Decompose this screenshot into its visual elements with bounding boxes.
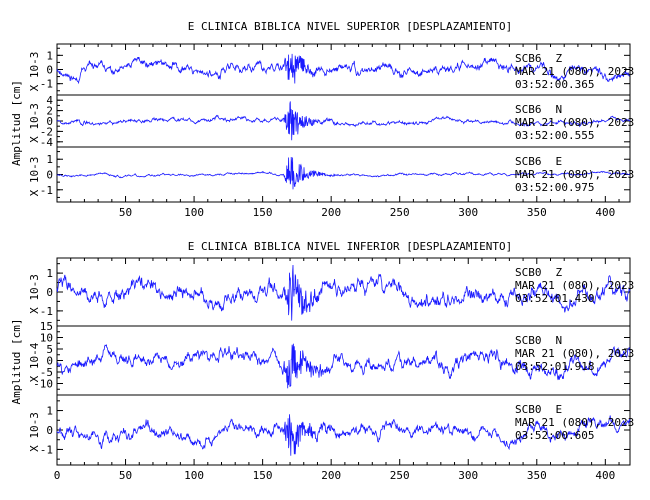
scale-label: X 10-3 bbox=[28, 412, 41, 452]
y-tick-label: -4 bbox=[40, 136, 54, 149]
plot-frame bbox=[56, 43, 631, 203]
station-date: MAR 21 (080), 2023 bbox=[515, 116, 634, 129]
x-tick-label: 350 bbox=[527, 206, 547, 219]
station-time: 03:52:00.605 bbox=[515, 429, 594, 442]
station-date: MAR 21 (080), 2023 bbox=[515, 279, 634, 292]
x-tick-label: 350 bbox=[527, 469, 547, 482]
scale-label: X 10-4 bbox=[28, 342, 41, 382]
plot-frame bbox=[56, 257, 631, 466]
station-date: MAR 21 (080), 2023 bbox=[515, 168, 634, 181]
station-name: SCB0 bbox=[515, 403, 542, 416]
y-tick-label: -1 bbox=[40, 184, 53, 197]
y-axis-label: Amplitud [cm] bbox=[10, 318, 23, 404]
station-label: SCB0 N bbox=[515, 334, 562, 347]
y-tick-label: 5 bbox=[46, 343, 53, 356]
series-line-SCB6-E bbox=[56, 156, 630, 190]
y-axis-label: Amplitud [cm] bbox=[10, 80, 23, 166]
station-component: N bbox=[556, 103, 563, 116]
station-label: SCB0 Z bbox=[515, 266, 563, 279]
y-tick-label: 2 bbox=[46, 105, 53, 118]
y-tick-label: 0 bbox=[46, 355, 53, 368]
y-tick-label: 0 bbox=[46, 424, 53, 437]
series-line-SCB0-Z bbox=[56, 264, 631, 321]
station-time: 03:52:01.918 bbox=[515, 360, 594, 373]
x-tick-label: 50 bbox=[119, 469, 132, 482]
station-date: MAR 21 (080), 2023 bbox=[515, 416, 634, 429]
y-tick-label: 1 bbox=[46, 153, 53, 166]
station-time: 03:52:00.555 bbox=[515, 129, 594, 142]
panel-superior: E CLINICA BIBLICA NIVEL SUPERIOR [DESPLA… bbox=[10, 20, 634, 219]
x-tick-label: 100 bbox=[184, 469, 204, 482]
x-tick-label: 50 bbox=[119, 206, 132, 219]
series-line-SCB0-E bbox=[56, 414, 631, 456]
series-line-SCB6-Z bbox=[56, 53, 631, 85]
y-tick-label: 4 bbox=[46, 94, 53, 107]
title-superior: E CLINICA BIBLICA NIVEL SUPERIOR [DESPLA… bbox=[188, 20, 513, 33]
station-date: MAR 21 (080), 2023 bbox=[515, 65, 634, 78]
station-time: 03:52:00.975 bbox=[515, 181, 594, 194]
x-tick-label: 0 bbox=[54, 469, 61, 482]
x-tick-label: 250 bbox=[390, 206, 410, 219]
station-label: SCB0 E bbox=[515, 403, 562, 416]
y-tick-label: -1 bbox=[40, 443, 53, 456]
station-component: E bbox=[556, 155, 563, 168]
station-time: 03:52:01.430 bbox=[515, 292, 594, 305]
x-tick-label: 100 bbox=[184, 206, 204, 219]
station-name: SCB6 bbox=[515, 155, 542, 168]
x-tick-label: 300 bbox=[458, 469, 478, 482]
station-name: SCB0 bbox=[515, 334, 542, 347]
station-name: SCB0 bbox=[515, 266, 542, 279]
station-label: SCB6 E bbox=[515, 155, 562, 168]
y-tick-label: -1 bbox=[40, 305, 53, 318]
station-label: SCB6 N bbox=[515, 103, 562, 116]
y-tick-label: 1 bbox=[46, 49, 53, 62]
y-tick-label: 10 bbox=[40, 332, 53, 345]
y-tick-label: 0 bbox=[46, 64, 53, 77]
x-tick-label: 200 bbox=[321, 469, 341, 482]
x-tick-label: 250 bbox=[390, 469, 410, 482]
x-tick-label: 300 bbox=[458, 206, 478, 219]
series-line-SCB6-N bbox=[56, 101, 631, 141]
station-component: Z bbox=[556, 52, 563, 65]
y-tick-label: 0 bbox=[46, 115, 53, 128]
y-tick-label: 1 bbox=[46, 405, 53, 418]
scale-label: X 10-3 bbox=[28, 52, 41, 92]
y-tick-label: -10 bbox=[33, 378, 53, 391]
y-tick-label: 15 bbox=[40, 320, 53, 333]
x-tick-label: 150 bbox=[253, 469, 273, 482]
station-component: E bbox=[556, 403, 563, 416]
station-component: Z bbox=[556, 266, 563, 279]
station-name: SCB6 bbox=[515, 103, 542, 116]
station-name: SCB6 bbox=[515, 52, 542, 65]
x-tick-label: 150 bbox=[253, 206, 273, 219]
scale-label: X 10-3 bbox=[28, 157, 41, 197]
y-tick-label: 1 bbox=[46, 267, 53, 280]
y-tick-label: -1 bbox=[40, 78, 53, 91]
series-line-SCB0-N bbox=[56, 343, 631, 389]
y-tick-label: -2 bbox=[40, 125, 53, 138]
title-inferior: E CLINICA BIBLICA NIVEL INFERIOR [DESPLA… bbox=[188, 240, 513, 253]
panel-inferior: E CLINICA BIBLICA NIVEL INFERIOR [DESPLA… bbox=[10, 240, 634, 482]
y-tick-label: 0 bbox=[46, 286, 53, 299]
scale-label: X 10-3 bbox=[28, 103, 41, 143]
x-tick-label: 200 bbox=[321, 206, 341, 219]
station-date: MAR 21 (080), 2023 bbox=[515, 347, 634, 360]
station-label: SCB6 Z bbox=[515, 52, 563, 65]
station-time: 03:52:00.365 bbox=[515, 78, 594, 91]
station-component: N bbox=[556, 334, 563, 347]
scale-label: X 10-3 bbox=[28, 274, 41, 314]
x-tick-label: 400 bbox=[595, 469, 615, 482]
y-tick-label: 0 bbox=[46, 169, 53, 182]
y-tick-label: -5 bbox=[40, 366, 53, 379]
x-tick-label: 400 bbox=[595, 206, 615, 219]
